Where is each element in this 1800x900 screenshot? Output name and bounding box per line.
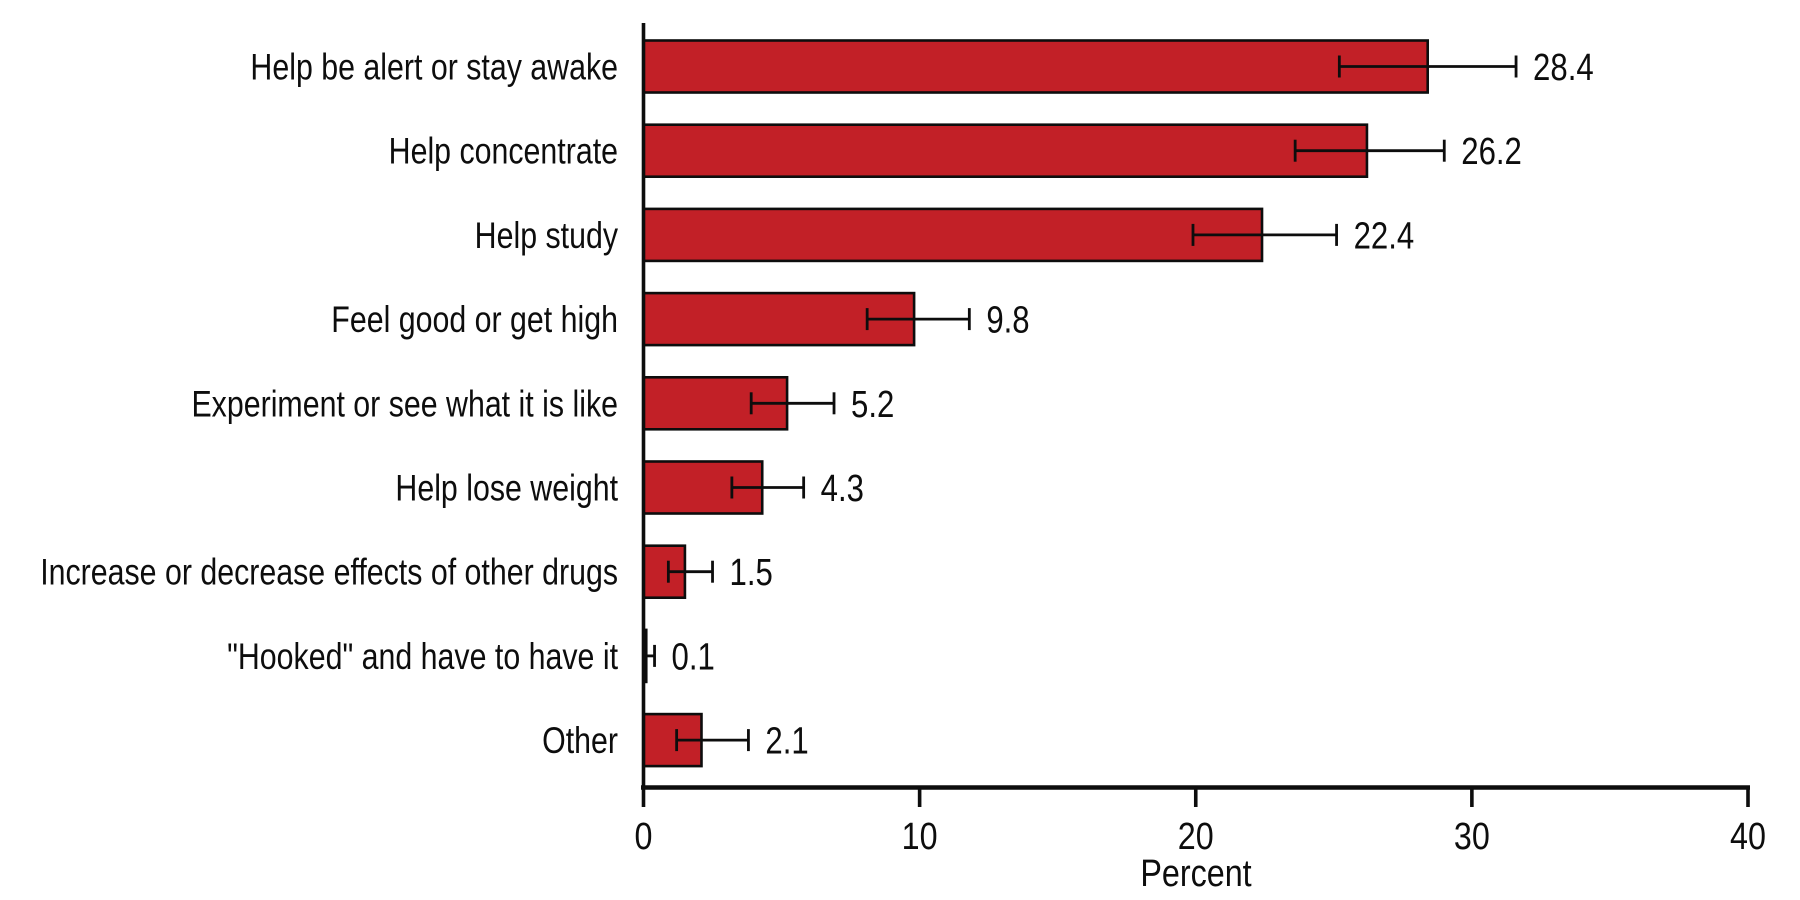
bar — [642, 207, 1264, 263]
value-label: 1.5 — [730, 552, 773, 594]
bar-row: Experiment or see what it is like 5.2 — [191, 375, 894, 431]
category-label: Experiment or see what it is like — [191, 383, 618, 425]
x-ticks-group: 0 10 20 30 40 — [635, 789, 1766, 858]
bar — [642, 123, 1369, 178]
category-label: Help be alert or stay awake — [250, 47, 618, 89]
value-label: 2.1 — [765, 721, 808, 763]
category-label: Other — [542, 720, 618, 762]
bar-row: Increase or decrease effects of other dr… — [40, 544, 773, 600]
category-label: Help concentrate — [389, 131, 618, 173]
x-tick-label: 0 — [635, 816, 653, 858]
bar-row: Help study 22.4 — [475, 207, 1415, 263]
value-label: 22.4 — [1354, 216, 1415, 258]
bar-row: Help concentrate 26.2 — [389, 123, 1522, 178]
x-tick-label: 20 — [1178, 816, 1214, 858]
value-label: 9.8 — [986, 300, 1029, 342]
bars-group: Help be alert or stay awake 28.4 Help conc… — [40, 39, 1594, 768]
category-label: Help lose weight — [395, 468, 618, 510]
category-label: "Hooked" and have to have it — [227, 636, 618, 678]
bar-row: Help be alert or stay awake 28.4 — [250, 39, 1594, 94]
category-label: Increase or decrease effects of other dr… — [40, 552, 618, 594]
value-label: 0.1 — [672, 637, 715, 679]
x-axis-title: Percent — [1140, 853, 1251, 895]
bar-row: "Hooked" and have to have it 0.1 — [227, 628, 715, 684]
value-label: 26.2 — [1461, 131, 1522, 173]
bar — [642, 39, 1429, 94]
x-tick-label: 10 — [902, 816, 938, 858]
bar-row: Help lose weight 4.3 — [395, 460, 864, 515]
bar-row: Feel good or get high 9.8 — [331, 291, 1030, 347]
bar-row: Other 2.1 — [542, 712, 809, 768]
value-label: 4.3 — [821, 468, 864, 510]
value-label: 5.2 — [851, 384, 894, 426]
x-tick-label: 40 — [1730, 816, 1766, 858]
category-label: Help study — [475, 215, 618, 257]
x-tick-label: 30 — [1454, 816, 1490, 858]
value-label: 28.4 — [1533, 47, 1594, 89]
category-label: Feel good or get high — [331, 299, 618, 341]
